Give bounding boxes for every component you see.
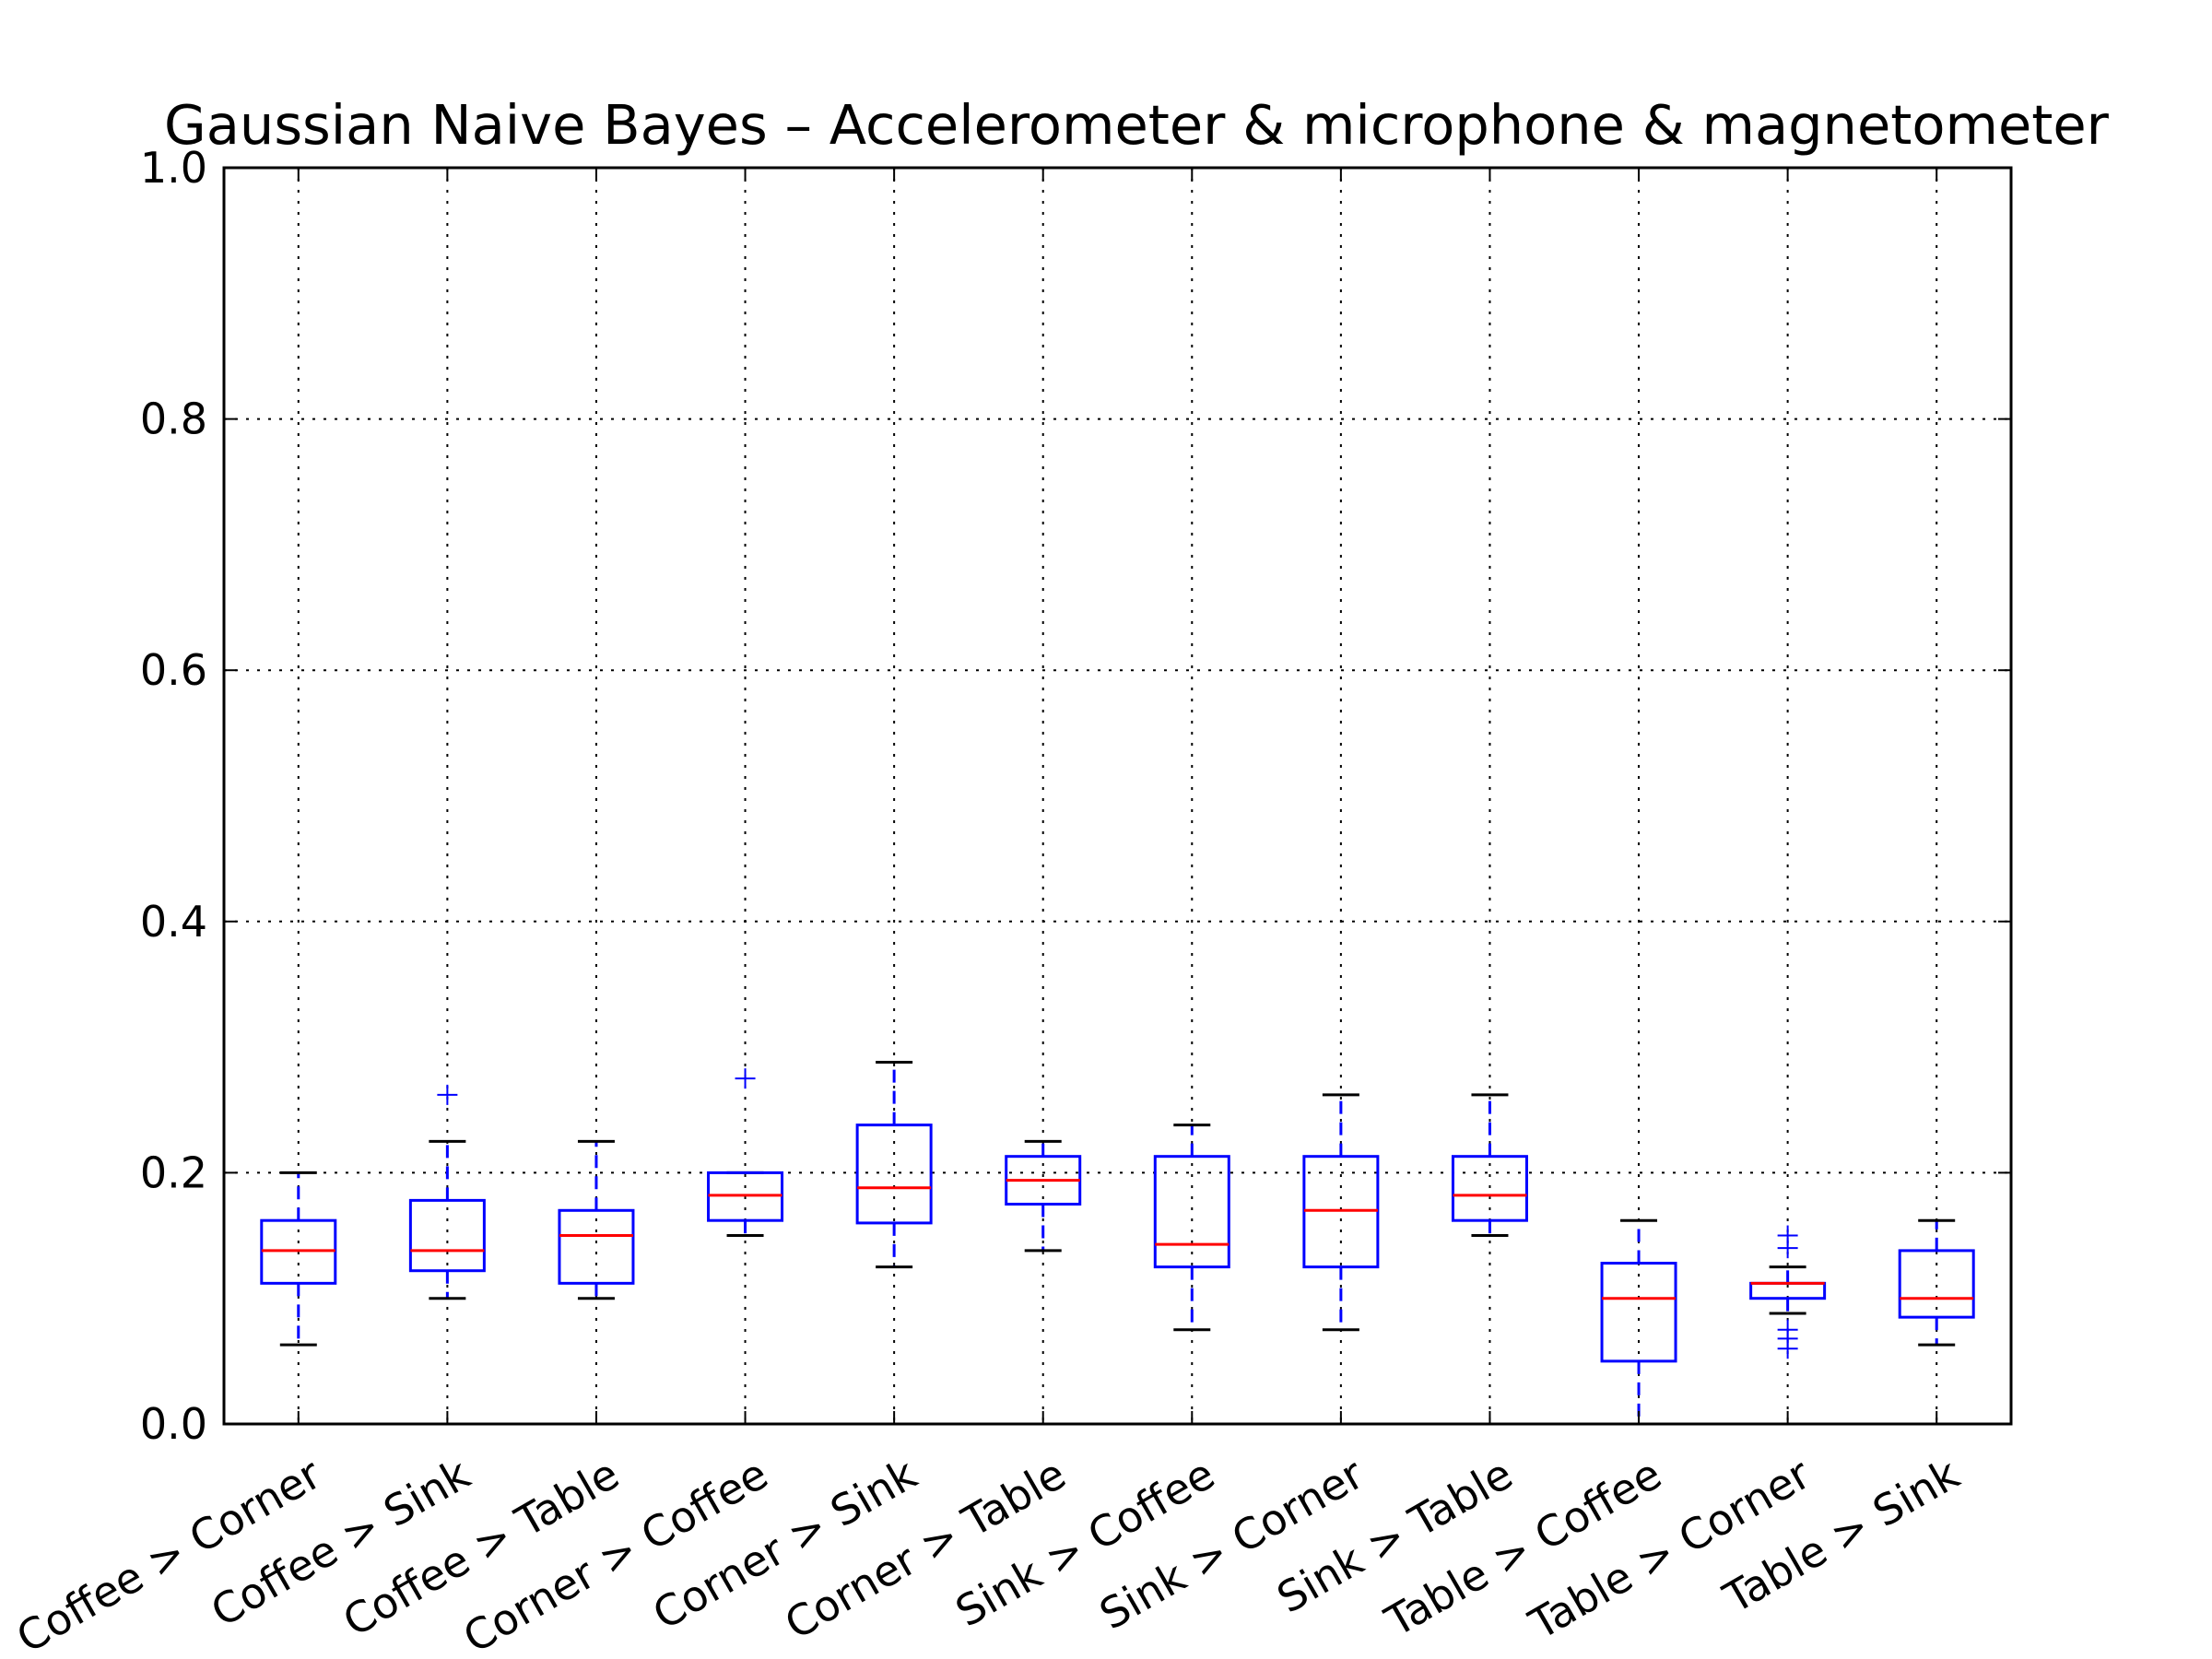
- box-4: [707, 1068, 784, 1238]
- box-3: [558, 1139, 635, 1300]
- box-5: [855, 1060, 933, 1269]
- box-9: [1451, 1093, 1528, 1238]
- iqr-box: [1153, 1155, 1230, 1269]
- chart-title: Gaussian Naive Bayes – Accelerometer & m…: [164, 93, 2110, 157]
- y-tick-label: 0.0: [140, 1399, 207, 1449]
- outlier-marker: [437, 1084, 458, 1105]
- box-2: [408, 1084, 486, 1300]
- axis-ticks: [224, 167, 2011, 1425]
- box-6: [1005, 1139, 1082, 1253]
- outlier-marker: [1777, 1238, 1798, 1259]
- iqr-box: [1898, 1249, 1975, 1319]
- y-tick-label: 1.0: [140, 143, 207, 193]
- iqr-box: [855, 1124, 933, 1225]
- y-axis-tick-labels: 0.0 0.2 0.4 0.6 0.8 1.0: [140, 143, 207, 1449]
- iqr-box: [1600, 1262, 1677, 1363]
- y-tick-label: 0.6: [140, 645, 207, 695]
- box-1: [260, 1171, 337, 1347]
- y-tick-label: 0.8: [140, 394, 207, 444]
- box-12: [1898, 1218, 1975, 1347]
- outlier-marker: [735, 1068, 756, 1089]
- y-tick-label: 0.4: [140, 897, 207, 947]
- box-7: [1153, 1124, 1230, 1332]
- iqr-box: [1451, 1155, 1528, 1222]
- outlier-marker: [1777, 1338, 1798, 1359]
- boxes: [260, 1060, 1975, 1426]
- iqr-box: [408, 1198, 486, 1273]
- iqr-box: [558, 1208, 635, 1285]
- box-11: [1749, 1225, 1827, 1359]
- box-8: [1302, 1093, 1380, 1332]
- plot-area-frame: [222, 166, 2013, 1426]
- y-tick-label: 0.2: [140, 1147, 207, 1197]
